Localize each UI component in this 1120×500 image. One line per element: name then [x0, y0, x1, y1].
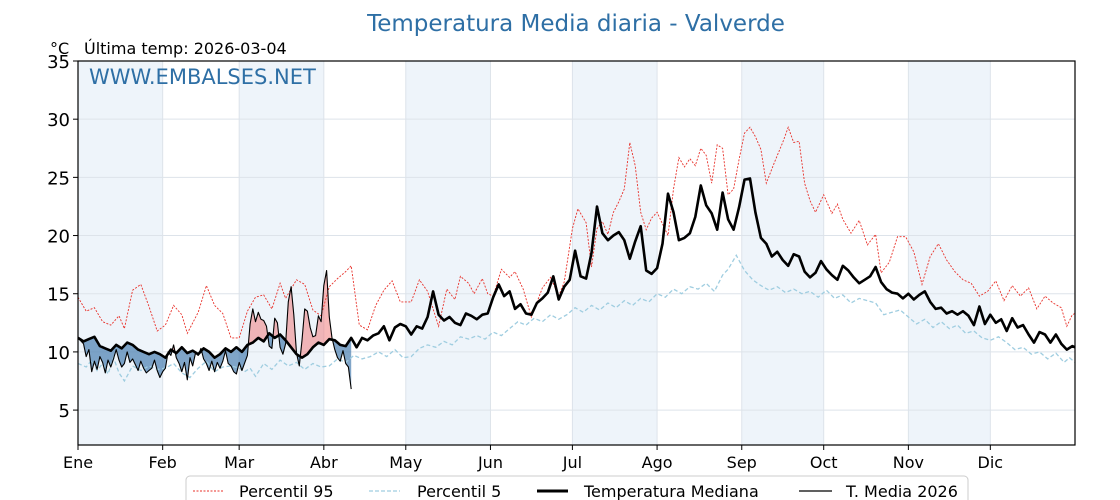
- legend-label-current: T. Media 2026: [845, 482, 958, 500]
- y-tick-label: 15: [47, 285, 70, 306]
- x-tick-label: Ago: [642, 453, 673, 472]
- x-tick-label: May: [389, 453, 422, 472]
- y-tick-label: 10: [47, 343, 70, 364]
- legend-label-p5: Percentil 5: [417, 482, 501, 500]
- y-tick-label: 35: [47, 52, 70, 73]
- watermark: WWW.EMBALSES.NET: [89, 65, 316, 89]
- series-lines: [77, 125, 1076, 390]
- legend-box: [185, 475, 969, 500]
- below-median-fill: [175, 347, 200, 380]
- x-tick-label: Mar: [224, 453, 255, 472]
- legend: Percentil 95 Percentil 5 Temperatura Med…: [185, 475, 969, 500]
- x-tick-label: Feb: [149, 453, 177, 472]
- above-median-fill: [286, 286, 298, 355]
- above-median-fill: [273, 318, 280, 338]
- series-line-media-2026: [77, 269, 352, 390]
- y-tick-label: 20: [47, 227, 70, 248]
- x-tick-label: Dic: [978, 453, 1004, 472]
- month-band: [741, 61, 824, 445]
- month-band: [78, 61, 163, 445]
- x-tick-label: Ene: [63, 453, 93, 472]
- month-band: [908, 61, 991, 445]
- legend-label-median: Temperatura Mediana: [583, 482, 759, 500]
- legend-label-p95: Percentil 95: [239, 482, 334, 500]
- series-line-percentil-5: [77, 253, 1076, 383]
- below-median-fill: [332, 337, 352, 390]
- month-bands: [78, 61, 991, 445]
- y-axis-unit-label: °C: [50, 39, 69, 58]
- last-temperature-label: Última temp: 2026-03-04: [84, 39, 287, 58]
- y-axis: 5 10 15 20 25 30 35: [47, 52, 78, 422]
- month-band: [405, 61, 491, 445]
- above-median-fill: [248, 308, 268, 345]
- series-line-mediana: [77, 177, 1076, 359]
- y-tick-label: 25: [47, 168, 70, 189]
- x-tick-label: Jul: [562, 453, 582, 472]
- plot-frame: [77, 60, 1076, 446]
- x-tick-label: Nov: [893, 453, 924, 472]
- series-line-percentil-95: [77, 125, 1076, 339]
- x-tick-label: Oct: [810, 453, 838, 472]
- y-tick-label: 5: [59, 401, 70, 422]
- y-tick-label: 30: [47, 110, 70, 131]
- chart-title: Temperatura Media diaria - Valverde: [366, 11, 785, 37]
- month-band: [239, 61, 324, 445]
- x-tick-label: Abr: [310, 453, 338, 472]
- x-tick-label: Sep: [727, 453, 757, 472]
- x-tick-label: Jun: [477, 453, 503, 472]
- x-axis: Ene Feb Mar Abr May Jun Jul Ago Sep Oct Nov Dic: [63, 445, 1003, 472]
- above-median-fill: [300, 270, 333, 358]
